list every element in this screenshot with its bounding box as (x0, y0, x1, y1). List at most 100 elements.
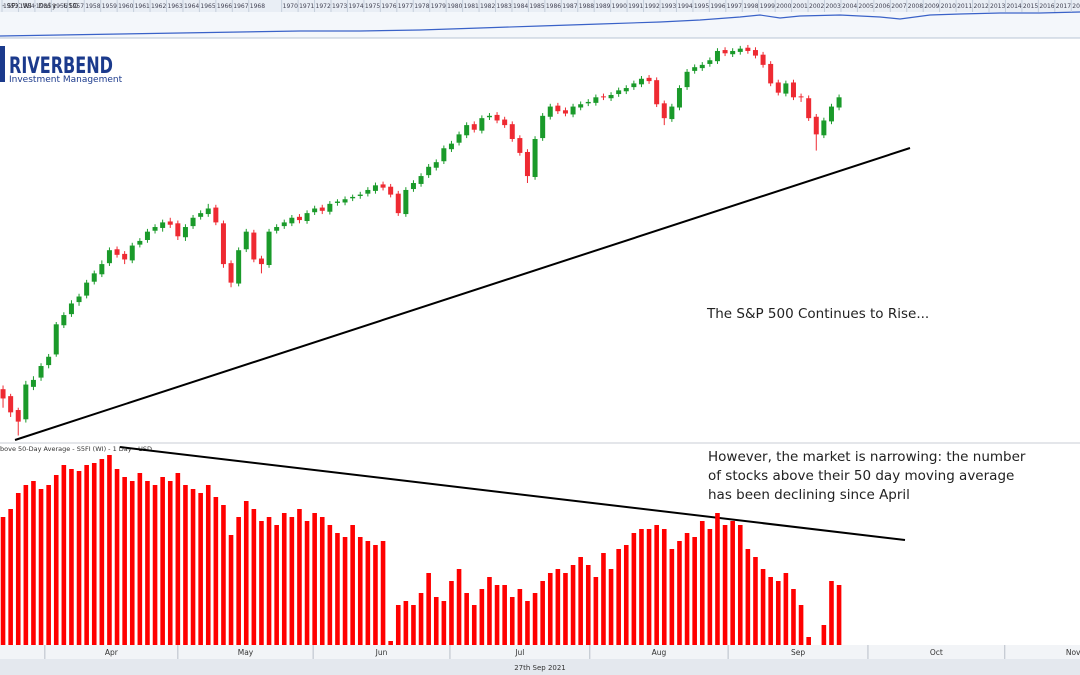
navigator-year: 1991 (628, 3, 643, 10)
bar (509, 597, 515, 645)
bar (722, 525, 728, 645)
candle-body (806, 98, 812, 119)
bar (753, 557, 758, 645)
navigator-year: 2018 (1072, 3, 1080, 10)
bar (114, 469, 120, 645)
navigator-year: 1954 (19, 3, 34, 10)
navigator-year: 2014 (1006, 3, 1021, 10)
candle-body (15, 410, 21, 422)
navigator-year: 1972 (316, 3, 331, 10)
navigator-year: 1964 (184, 3, 199, 10)
candle-body (760, 54, 766, 65)
bar (403, 601, 409, 645)
navigator-year: 1963 (168, 3, 183, 10)
candle-body (433, 162, 439, 168)
candle-body (593, 97, 599, 103)
navigator-year: 2007 (891, 3, 906, 10)
bar (129, 481, 135, 645)
candle-body (91, 273, 97, 282)
x-tick-label: Sep (791, 648, 805, 657)
candle-body (532, 139, 538, 177)
annotation: However, the market is narrowing: the nu… (708, 449, 1026, 503)
navigator-year: 1968 (250, 3, 265, 10)
bar (737, 525, 743, 645)
bar (730, 521, 735, 645)
bar (547, 573, 553, 645)
navigator-years-band (0, 0, 1080, 12)
candle-body (836, 97, 842, 108)
navigator-year: 1994 (677, 3, 692, 10)
bar (661, 529, 667, 645)
candle-body (692, 67, 698, 71)
bar (183, 485, 188, 645)
navigator-year: 1967 (233, 3, 248, 10)
navigator-year: 1997 (727, 3, 742, 10)
navigator-year: 1959 (102, 3, 117, 10)
bar (715, 513, 720, 645)
navigator-year: 1988 (579, 3, 594, 10)
bar (380, 541, 386, 645)
candle-body (555, 105, 561, 112)
chart-title: - SPX:WI - Daily - USD (2, 2, 78, 10)
navigator-year: 1958 (85, 3, 100, 10)
navigator-year: 2009 (924, 3, 939, 10)
bar (228, 535, 234, 645)
bar (570, 565, 576, 645)
candle-body (790, 82, 796, 98)
candle-body (289, 217, 295, 224)
bar (221, 505, 226, 645)
candle-body (167, 221, 173, 225)
candle-body (616, 90, 622, 95)
candle-body (494, 114, 500, 121)
panel-title: bove 50-Day Average - S5FI (WI) - 1 Day … (0, 445, 152, 453)
bar (791, 589, 796, 645)
bar (152, 485, 158, 645)
bar (646, 529, 652, 645)
bar (38, 489, 44, 645)
candle-body (745, 47, 751, 51)
bar (471, 605, 477, 645)
bar (8, 509, 13, 645)
bar (107, 455, 112, 645)
bar (768, 577, 773, 645)
candle-body (730, 50, 736, 55)
x-tick-label: Apr (105, 648, 119, 657)
navigator-year: 1999 (760, 3, 775, 10)
bar (160, 477, 165, 645)
bar (297, 509, 302, 645)
navigator-year: 1998 (743, 3, 758, 10)
candle-body (0, 389, 6, 399)
candle-body (296, 216, 302, 221)
candle-body (775, 82, 781, 93)
candle-body (524, 151, 530, 177)
bar (76, 471, 82, 645)
bar (418, 593, 424, 645)
candle-body (821, 120, 827, 136)
navigator-year: 2013 (990, 3, 1005, 10)
navigator-year: 2001 (793, 3, 808, 10)
candle-body (304, 213, 310, 222)
bar (327, 525, 333, 645)
x-axis-band (0, 645, 1080, 659)
candle-body (418, 176, 424, 184)
x-tick-label: Aug (652, 648, 667, 657)
bar (23, 485, 29, 645)
navigator-year: 1956 (52, 3, 67, 10)
bar (654, 525, 659, 645)
candle-body (547, 106, 553, 117)
candle-body (684, 71, 690, 88)
candle-body (137, 240, 143, 245)
candle-body (783, 83, 789, 94)
bar (707, 529, 713, 645)
bar (593, 577, 599, 645)
bar (517, 589, 523, 645)
candle-body (722, 50, 728, 54)
navigator-year: 1981 (464, 3, 479, 10)
bar (175, 473, 181, 645)
candle-body (198, 213, 204, 217)
candle-body (144, 231, 150, 240)
navigator-year: 2010 (941, 3, 956, 10)
bar (289, 517, 295, 645)
navigator-year: 2003 (826, 3, 841, 10)
